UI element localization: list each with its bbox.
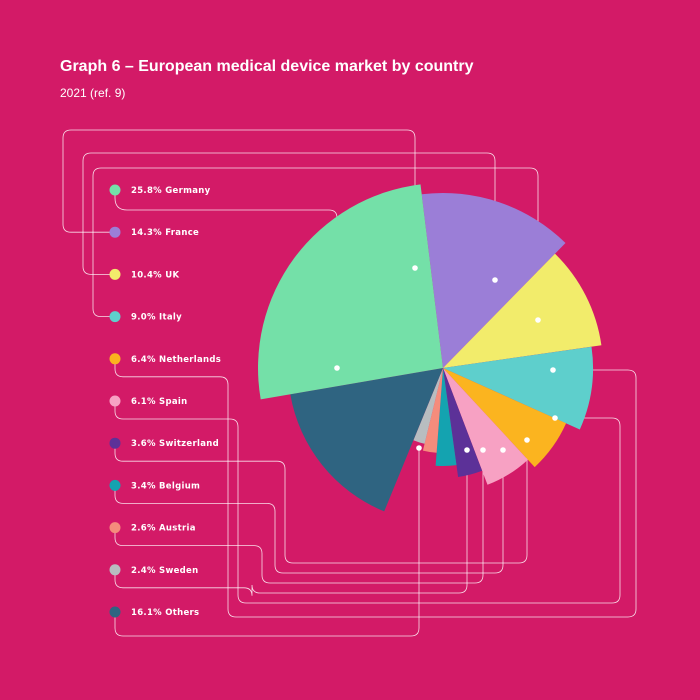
legend-label-austria: 2.6% Austria (131, 524, 196, 534)
legend-label-others: 16.1% Others (131, 608, 199, 618)
pie-slice-italy (443, 346, 594, 430)
legend-label-sweden: 2.4% Sweden (131, 566, 198, 576)
legend-swatch-uk (109, 268, 121, 280)
legend-label-switzerland: 3.6% Switzerland (131, 439, 219, 449)
pie-slice-uk (443, 253, 602, 368)
leader-dot-spain (552, 415, 558, 421)
chart-title: Graph 6 – European medical device market… (60, 58, 474, 75)
legend-swatch-italy (109, 311, 121, 323)
legend-swatch-sweden (109, 564, 121, 576)
leader-sweden (114, 450, 468, 596)
leader-germany (114, 190, 338, 368)
leader-dot-sweden (464, 447, 470, 453)
leader-spain (114, 401, 621, 604)
pie-slice-switzerland (443, 368, 483, 477)
leader-dots (334, 265, 558, 453)
leader-dot-germany (334, 365, 340, 371)
legend-swatch-switzerland (109, 437, 121, 449)
pie-slice-spain (443, 368, 528, 485)
leader-austria (114, 450, 484, 584)
legend: 25.8% Germany 14.3% France 10.4% UK 9.0% It… (109, 184, 221, 618)
pie-slice-belgium (435, 368, 457, 466)
leader-dot-switzerland (524, 437, 530, 443)
leader-netherlands (114, 358, 637, 618)
pie-slice-austria (422, 368, 443, 453)
leader-uk (82, 152, 496, 280)
legend-swatch-belgium (109, 479, 121, 491)
leader-france (62, 129, 416, 268)
legend-label-uk: 10.4% UK (131, 270, 179, 280)
legend-swatch-austria (109, 522, 121, 534)
pie-slice-sweden (413, 368, 443, 444)
leader-belgium (114, 450, 504, 574)
legend-label-netherlands: 6.4% Netherlands (131, 355, 221, 365)
legend-swatch-germany (109, 184, 121, 196)
legend-label-germany: 25.8% Germany (131, 186, 211, 196)
leader-italy (92, 167, 539, 320)
legend-swatch-others (109, 606, 121, 618)
leader-dot-italy (535, 317, 541, 323)
pie-slice-germany (258, 184, 443, 400)
leader-dot-france (412, 265, 418, 271)
chart-subtitle: 2021 (ref. 9) (60, 86, 126, 100)
pie-slices (258, 184, 602, 512)
legend-swatch-france (109, 226, 121, 238)
leader-lines (62, 129, 637, 637)
pie-slice-others (290, 368, 443, 512)
legend-swatch-netherlands (109, 353, 121, 365)
leader-others (114, 448, 420, 637)
leader-dot-belgium (500, 447, 506, 453)
legend-label-belgium: 3.4% Belgium (131, 481, 200, 491)
leader-dot-others (416, 445, 422, 451)
leader-dot-netherlands (550, 367, 556, 373)
legend-swatch-spain (109, 395, 121, 407)
pie-slice-netherlands (443, 368, 567, 468)
leader-switzerland (114, 440, 528, 564)
legend-label-spain: 6.1% Spain (131, 397, 187, 407)
leader-dot-uk (492, 277, 498, 283)
legend-label-italy: 9.0% Italy (131, 313, 182, 323)
leader-dot-austria (480, 447, 486, 453)
legend-label-france: 14.3% France (131, 228, 199, 238)
